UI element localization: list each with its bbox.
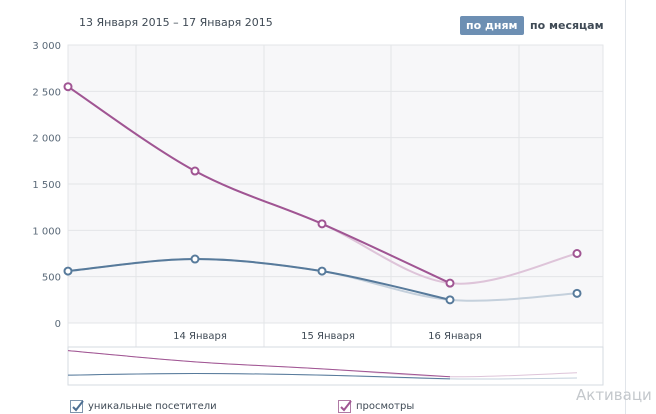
data-point[interactable] bbox=[190, 166, 200, 176]
windows-activation-watermark: Активаци bbox=[576, 386, 652, 404]
checkbox-checked-icon[interactable] bbox=[338, 399, 352, 413]
series-line bbox=[67, 258, 451, 301]
data-point[interactable] bbox=[63, 82, 73, 92]
navigator-line bbox=[67, 350, 451, 378]
panel-divider bbox=[625, 0, 626, 414]
period-days-button[interactable]: по дням bbox=[460, 16, 524, 35]
data-point[interactable] bbox=[445, 278, 455, 288]
y-tick-label: 1 500 bbox=[32, 180, 61, 191]
y-tick-label: 2 500 bbox=[32, 87, 61, 98]
y-tick-label: 2 000 bbox=[32, 134, 61, 145]
navigator-line bbox=[67, 373, 451, 380]
data-point[interactable] bbox=[63, 266, 73, 276]
y-tick-label: 0 bbox=[55, 319, 61, 330]
legend-visitors-label: уникальные посетители bbox=[88, 400, 217, 412]
period-months-button[interactable]: по месяцам bbox=[530, 19, 604, 32]
navigator-frame[interactable] bbox=[67, 346, 604, 386]
legend-views-checkbox[interactable]: просмотры bbox=[338, 398, 414, 414]
legend-visitors-checkbox[interactable]: уникальные посетители bbox=[70, 398, 217, 414]
x-tick-label: 14 Января bbox=[173, 331, 227, 342]
x-tick-label: 16 Января bbox=[428, 331, 482, 342]
series-line bbox=[67, 85, 451, 285]
data-point[interactable] bbox=[572, 288, 582, 298]
checkbox-checked-icon[interactable] bbox=[70, 399, 84, 413]
data-point[interactable] bbox=[190, 254, 200, 264]
data-point[interactable] bbox=[445, 295, 455, 305]
data-point[interactable] bbox=[317, 266, 327, 276]
y-tick-label: 3 000 bbox=[32, 41, 61, 52]
data-point[interactable] bbox=[317, 219, 327, 229]
y-tick-label: 500 bbox=[42, 273, 61, 284]
date-range-title: 13 Января 2015 – 17 Января 2015 bbox=[79, 16, 273, 29]
x-tick-label: 15 Января bbox=[301, 331, 355, 342]
y-tick-label: 1 000 bbox=[32, 226, 61, 237]
data-point[interactable] bbox=[572, 249, 582, 258]
legend-views-label: просмотры bbox=[356, 400, 415, 412]
